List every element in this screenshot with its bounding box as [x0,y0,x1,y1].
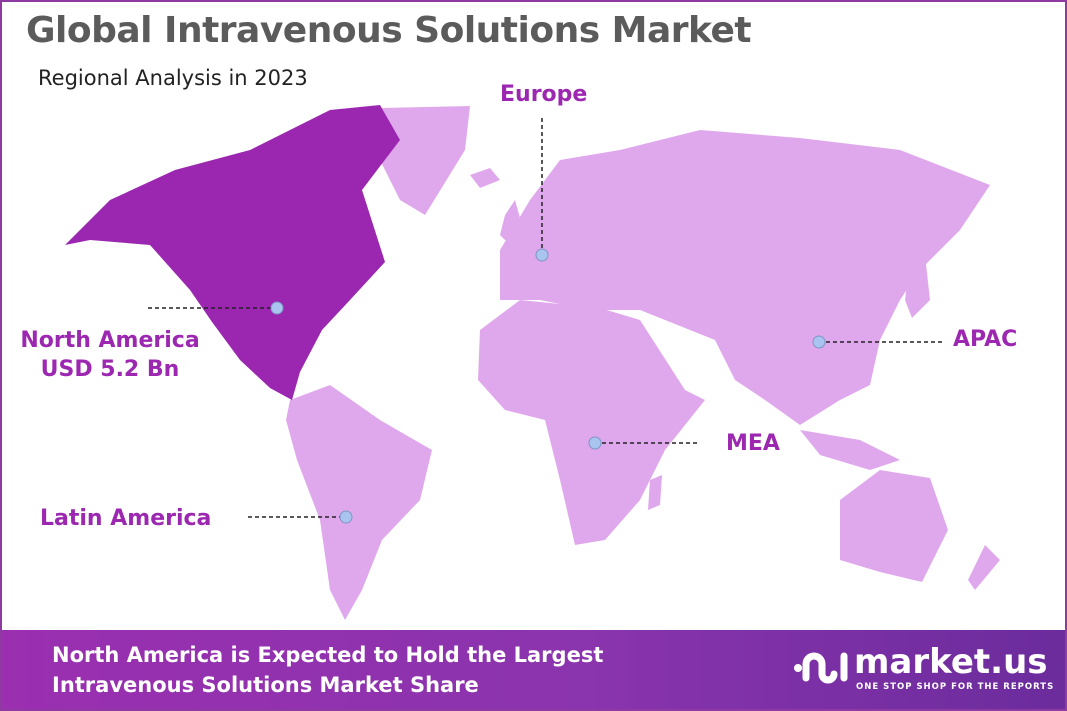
japan [905,255,930,318]
mea-marker [588,436,602,450]
north-america-name: North America [20,328,200,353]
new-zealand [968,545,1000,590]
footer-text: North America is Expected to Hold the La… [52,640,603,700]
logo-icon [794,652,848,684]
page-title: Global Intravenous Solutions Market [26,10,752,51]
apac-label: APAC [953,327,1018,352]
footer-line-1: North America is Expected to Hold the La… [52,643,604,667]
mea-label: MEA [726,431,780,456]
north-america-label: North America USD 5.2 Bn [16,326,204,384]
australia [840,470,948,582]
eurasia [500,130,990,425]
logo-name: market.us [854,642,1048,682]
europe-label: Europe [500,82,588,107]
footer-banner: North America is Expected to Hold the La… [2,630,1065,709]
apac-marker [812,335,826,349]
south-america [286,385,432,620]
north-america-highlight [65,105,400,400]
europe-marker [535,248,549,262]
indonesia [800,430,900,470]
africa [478,300,705,545]
page-subtitle: Regional Analysis in 2023 [38,66,308,90]
north-america-value: USD 5.2 Bn [40,357,180,382]
iceland [470,168,500,188]
logo-tagline: ONE STOP SHOP FOR THE REPORTS [856,682,1055,692]
footer-line-2: Intravenous Solutions Market Share [52,673,479,697]
latin-america-label: Latin America [40,506,212,531]
north-america-marker [270,301,284,315]
market-us-logo: market.us ONE STOP SHOP FOR THE REPORTS [792,642,1053,698]
latin-america-marker [339,510,353,524]
madagascar [648,475,662,510]
